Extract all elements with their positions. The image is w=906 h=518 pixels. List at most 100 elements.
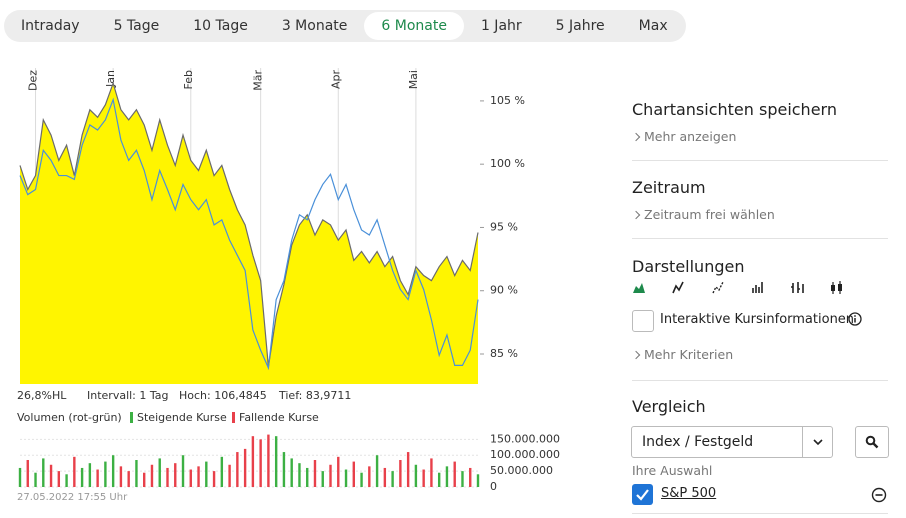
volume-bar	[65, 474, 68, 487]
range-tab[interactable]: 5 Jahre	[555, 18, 605, 34]
volume-bar	[313, 460, 317, 487]
volume-bar	[57, 471, 61, 487]
checkmark	[636, 489, 649, 501]
search-icon	[865, 435, 879, 449]
x-tick-label: Apr	[329, 70, 342, 90]
y-tick-label: 95 %	[490, 220, 518, 233]
range-tab[interactable]: 1 Jahr	[480, 18, 522, 34]
volume-bar	[267, 434, 270, 487]
volume-bar	[414, 464, 418, 487]
dropdown[interactable]: Index / Festgeld	[631, 426, 833, 458]
volume-bar	[104, 461, 107, 487]
chart-stat: Intervall: 1 Tag	[87, 389, 169, 402]
divider	[632, 380, 888, 381]
volume-bar	[220, 456, 224, 487]
volume-bar	[399, 460, 402, 487]
volume-bar	[111, 455, 115, 487]
link[interactable]: Mehr anzeigen	[632, 129, 736, 144]
icon-candle[interactable]	[831, 285, 835, 291]
volume-bar	[290, 458, 293, 487]
range-tab[interactable]: 6 Monate	[364, 12, 464, 40]
range-tab[interactable]: 5 Tage	[113, 18, 160, 34]
checkbox[interactable]	[632, 310, 654, 332]
area	[20, 83, 478, 385]
volume-bar	[143, 472, 146, 487]
volume-bar	[236, 452, 239, 487]
volume-bar	[259, 439, 262, 487]
y-tick-label: 0	[490, 480, 497, 493]
volume-bar	[212, 471, 216, 487]
volume-bar	[329, 464, 332, 487]
volume-bar	[368, 466, 371, 487]
volume-bar	[150, 464, 154, 487]
y-tick-label: 85 %	[490, 347, 518, 360]
icon-bars[interactable]	[791, 282, 804, 293]
icon-ohlc[interactable]	[752, 282, 763, 293]
legend-swatch	[232, 412, 235, 423]
volume-bar	[197, 466, 200, 487]
volume-bar	[274, 436, 278, 487]
volume-bar	[205, 461, 208, 487]
volume-bar	[26, 460, 29, 487]
y-tick-label: 100.000.000	[490, 448, 560, 461]
volume-bar	[228, 464, 231, 487]
y-tick-label: 90 %	[490, 284, 518, 297]
icon-line[interactable]	[672, 281, 684, 294]
range-tab[interactable]: Max	[638, 18, 668, 34]
x-tick-label: Mai	[407, 70, 420, 89]
y-tick-label: 105 %	[490, 94, 525, 107]
checkbox[interactable]	[632, 484, 653, 505]
legend-swatch	[130, 412, 133, 423]
selection-label: Ihre Auswahl	[632, 463, 713, 478]
y-tick-label: 50.000.000	[490, 464, 553, 477]
checkbox-label: Interaktive Kursinformationen	[660, 312, 855, 327]
volume-bar	[337, 456, 340, 487]
link[interactable]: Zeitraum frei wählen	[632, 207, 775, 222]
timestamp: 27.05.2022 17:55 Uhr	[17, 492, 128, 503]
remove-button[interactable]	[871, 487, 887, 503]
volume-bar	[391, 471, 394, 487]
legend-title: Volumen (rot-grün)	[17, 411, 122, 424]
volume-bar	[298, 463, 301, 487]
volume-bar	[344, 469, 348, 487]
divider	[632, 160, 888, 161]
selected-item[interactable]: S&P 500	[661, 486, 717, 501]
section-title: Vergleich	[632, 397, 706, 416]
range-tab[interactable]: Intraday	[21, 18, 80, 34]
volume-bar	[352, 461, 355, 487]
legend-label: Fallende Kurse	[239, 411, 319, 424]
volume-bar	[34, 472, 37, 487]
volume-bar	[42, 458, 45, 487]
x-tick-label: Feb	[182, 70, 195, 89]
chart: Dez Jan Feb Mär Apr Mai 85 % 90 % 95 % 100 % 105 %…	[17, 68, 560, 503]
volume-bar	[476, 474, 480, 487]
divider	[632, 513, 888, 514]
volume-bar	[383, 467, 387, 487]
icon-dots[interactable]	[712, 281, 724, 294]
section-title: Zeitraum	[632, 178, 706, 197]
volume-bar	[189, 469, 192, 487]
volume-bar	[80, 467, 84, 487]
x-tick-label: Jan	[104, 70, 117, 88]
range-tab[interactable]: 3 Monate	[281, 18, 348, 34]
icon-area[interactable]	[633, 283, 645, 293]
volume-bar	[127, 471, 130, 487]
line	[19, 97, 479, 371]
dropdown-arrow	[813, 439, 823, 446]
range-tab[interactable]: 10 Tage	[193, 18, 248, 34]
volume-bar	[422, 469, 425, 487]
volume-bar	[96, 469, 99, 487]
search-button[interactable]	[855, 426, 889, 458]
icon-candle[interactable]	[838, 284, 842, 291]
volume-bar	[88, 463, 92, 487]
dropdown-value: Index / Festgeld	[642, 434, 754, 450]
volume-bar	[251, 436, 255, 487]
divider	[632, 238, 888, 239]
volume-bar	[321, 471, 324, 487]
volume-bar	[135, 460, 138, 487]
link[interactable]: Mehr Kriterien	[632, 347, 733, 362]
volume-bar	[243, 448, 247, 487]
info-icon[interactable]	[848, 312, 862, 326]
x-tick-label: Mär	[252, 70, 265, 91]
volume-bar	[119, 466, 123, 487]
